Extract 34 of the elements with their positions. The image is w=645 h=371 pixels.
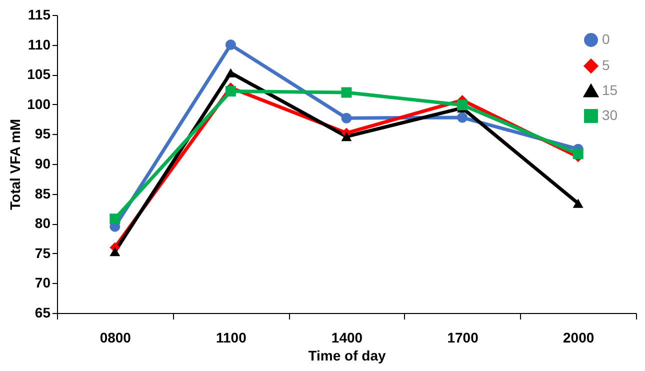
y-tick-label: 95: [34, 126, 51, 142]
y-tick-label: 105: [27, 66, 51, 82]
x-tick-label: 0800: [100, 330, 132, 346]
y-tick-label: 85: [34, 185, 51, 202]
x-axis-title: Time of day: [308, 348, 386, 364]
point: [572, 148, 584, 160]
point: [341, 132, 352, 142]
point: [457, 100, 468, 110]
y-tick-label: 80: [34, 215, 51, 232]
point: [341, 112, 352, 124]
x-tick-label: 1100: [216, 330, 247, 346]
y-tick-label: 70: [34, 274, 51, 291]
x-tick-label: 2000: [563, 330, 594, 346]
x-tick-label: 1400: [331, 330, 363, 346]
point: [225, 86, 236, 97]
legend-label: 30: [602, 107, 618, 123]
y-tick-label: 100: [27, 96, 51, 112]
point: [110, 214, 120, 224]
y-axis-title: Total VFA mM: [7, 119, 24, 210]
legend-label: 15: [602, 82, 618, 98]
legend-label: 0: [602, 31, 610, 47]
point: [341, 87, 352, 98]
point: [110, 247, 120, 256]
legend-label: 5: [602, 57, 610, 73]
y-tick-label: 75: [34, 244, 51, 261]
y-tick-label: 115: [28, 6, 51, 22]
x-tick-label: 1700: [447, 330, 479, 346]
point: [457, 112, 468, 123]
y-tick-label: 90: [34, 156, 51, 172]
y-tick-label: 110: [28, 36, 51, 52]
point: [572, 198, 584, 208]
point: [225, 40, 236, 50]
y-tick-label: 65: [34, 304, 51, 320]
point: [225, 68, 236, 78]
